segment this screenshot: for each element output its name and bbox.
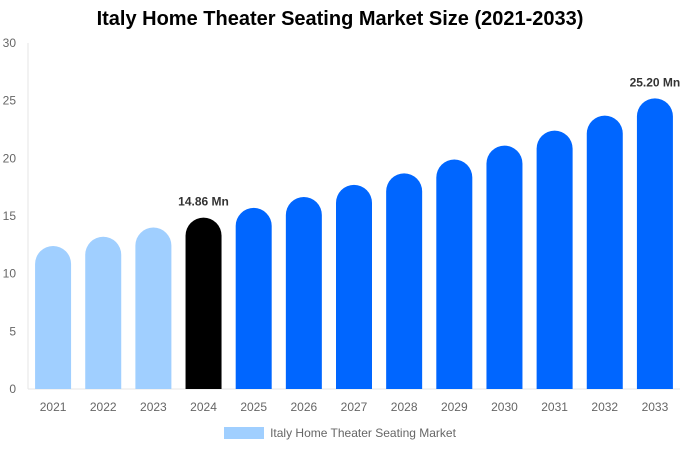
x-tick-label: 2032	[591, 400, 618, 414]
bar-2032	[586, 115, 623, 389]
bar-2026	[285, 196, 322, 389]
legend[interactable]: Italy Home Theater Seating Market	[0, 426, 680, 440]
bar-2024	[185, 217, 222, 389]
bar-2025	[235, 207, 272, 389]
x-tick-label: 2024	[190, 400, 217, 414]
bar-2023	[135, 227, 172, 389]
y-tick-label: 30	[3, 36, 17, 50]
x-tick-label: 2029	[441, 400, 468, 414]
y-tick-label: 25	[3, 94, 17, 108]
x-tick-label: 2028	[391, 400, 418, 414]
chart-title: Italy Home Theater Seating Market Size (…	[96, 8, 584, 30]
y-tick-label: 10	[3, 267, 17, 281]
bar-2022	[85, 236, 122, 389]
x-tick-label: 2025	[240, 400, 267, 414]
x-tick-label: 2030	[491, 400, 518, 414]
x-tick-label: 2023	[140, 400, 167, 414]
bar-2029	[436, 159, 473, 389]
bar-2033	[636, 98, 673, 390]
x-tick-label: 2027	[341, 400, 368, 414]
data-label-2024: 14.86 Mn	[178, 195, 229, 209]
bar-2030	[486, 145, 523, 389]
y-tick-label: 20	[3, 151, 17, 165]
x-tick-label: 2026	[290, 400, 317, 414]
y-tick-label: 0	[9, 382, 16, 396]
y-tick-label: 5	[9, 324, 16, 338]
x-tick-label: 2021	[40, 400, 67, 414]
bar-2031	[536, 130, 573, 389]
x-tick-label: 2022	[90, 400, 117, 414]
legend-label: Italy Home Theater Seating Market	[270, 426, 456, 440]
y-tick-label: 15	[3, 209, 17, 223]
data-label-2033: 25.20 Mn	[630, 75, 680, 89]
bar-2028	[386, 173, 423, 389]
bar-2021	[35, 245, 72, 389]
x-tick-label: 2031	[541, 400, 568, 414]
legend-swatch	[224, 427, 265, 439]
x-tick-label: 2033	[642, 400, 669, 414]
bar-2027	[336, 184, 372, 389]
